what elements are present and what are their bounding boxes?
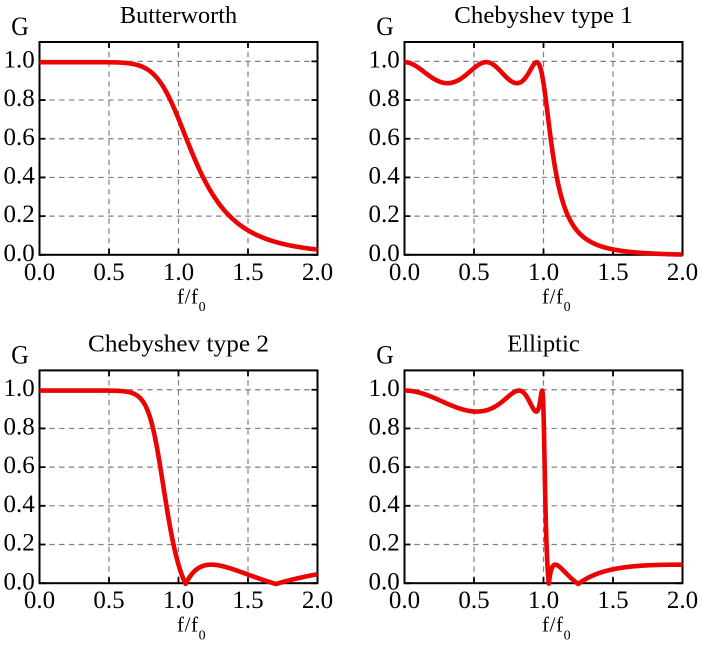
svg-text:0.2: 0.2 <box>4 530 35 557</box>
svg-text:0.2: 0.2 <box>369 201 400 228</box>
svg-text:G: G <box>11 341 29 370</box>
svg-text:1.0: 1.0 <box>163 259 194 286</box>
svg-text:Butterworth: Butterworth <box>120 3 237 29</box>
svg-text:G: G <box>11 12 29 41</box>
svg-text:1.0: 1.0 <box>4 375 35 402</box>
svg-text:1.5: 1.5 <box>232 259 263 286</box>
svg-text:0.4: 0.4 <box>4 491 36 518</box>
svg-text:1.0: 1.0 <box>163 587 194 614</box>
svg-text:0.6: 0.6 <box>4 124 35 151</box>
svg-text:0.0: 0.0 <box>389 259 420 286</box>
svg-text:1.5: 1.5 <box>597 259 628 286</box>
svg-text:0.6: 0.6 <box>4 452 35 479</box>
svg-text:0.5: 0.5 <box>458 259 489 286</box>
svg-text:1.0: 1.0 <box>528 587 559 614</box>
svg-text:0.4: 0.4 <box>369 491 401 518</box>
svg-text:G: G <box>376 12 394 41</box>
svg-text:0.6: 0.6 <box>369 452 400 479</box>
svg-text:0.0: 0.0 <box>369 240 400 267</box>
svg-text:2.0: 2.0 <box>302 259 333 286</box>
svg-text:0.2: 0.2 <box>369 530 400 557</box>
svg-text:1.0: 1.0 <box>528 259 559 286</box>
svg-text:0.0: 0.0 <box>24 259 55 286</box>
svg-text:0.5: 0.5 <box>458 587 489 614</box>
svg-text:0.4: 0.4 <box>4 163 36 190</box>
svg-text:0.8: 0.8 <box>4 414 35 441</box>
svg-text:2.0: 2.0 <box>302 587 333 614</box>
svg-text:2.0: 2.0 <box>667 259 698 286</box>
svg-text:1.0: 1.0 <box>4 46 35 73</box>
svg-text:0.2: 0.2 <box>4 201 35 228</box>
svg-text:1.5: 1.5 <box>232 587 263 614</box>
svg-text:2.0: 2.0 <box>667 587 698 614</box>
svg-text:0.0: 0.0 <box>4 568 35 595</box>
svg-text:1.5: 1.5 <box>597 587 628 614</box>
svg-text:0.8: 0.8 <box>369 414 400 441</box>
svg-text:1.0: 1.0 <box>369 375 400 402</box>
svg-text:0.0: 0.0 <box>24 587 55 614</box>
svg-text:0.6: 0.6 <box>369 124 400 151</box>
svg-text:1.0: 1.0 <box>369 46 400 73</box>
svg-text:0.4: 0.4 <box>369 163 401 190</box>
svg-text:0.8: 0.8 <box>369 85 400 112</box>
svg-text:Chebyshev type 1: Chebyshev type 1 <box>454 3 633 29</box>
svg-text:0.5: 0.5 <box>93 587 124 614</box>
svg-text:0.0: 0.0 <box>369 568 400 595</box>
svg-text:0.8: 0.8 <box>4 85 35 112</box>
svg-text:0.0: 0.0 <box>4 240 35 267</box>
svg-text:Chebyshev type 2: Chebyshev type 2 <box>88 331 269 357</box>
svg-text:0.0: 0.0 <box>389 587 420 614</box>
svg-text:0.5: 0.5 <box>93 259 124 286</box>
svg-text:G: G <box>376 341 394 370</box>
svg-text:Elliptic: Elliptic <box>507 331 580 357</box>
